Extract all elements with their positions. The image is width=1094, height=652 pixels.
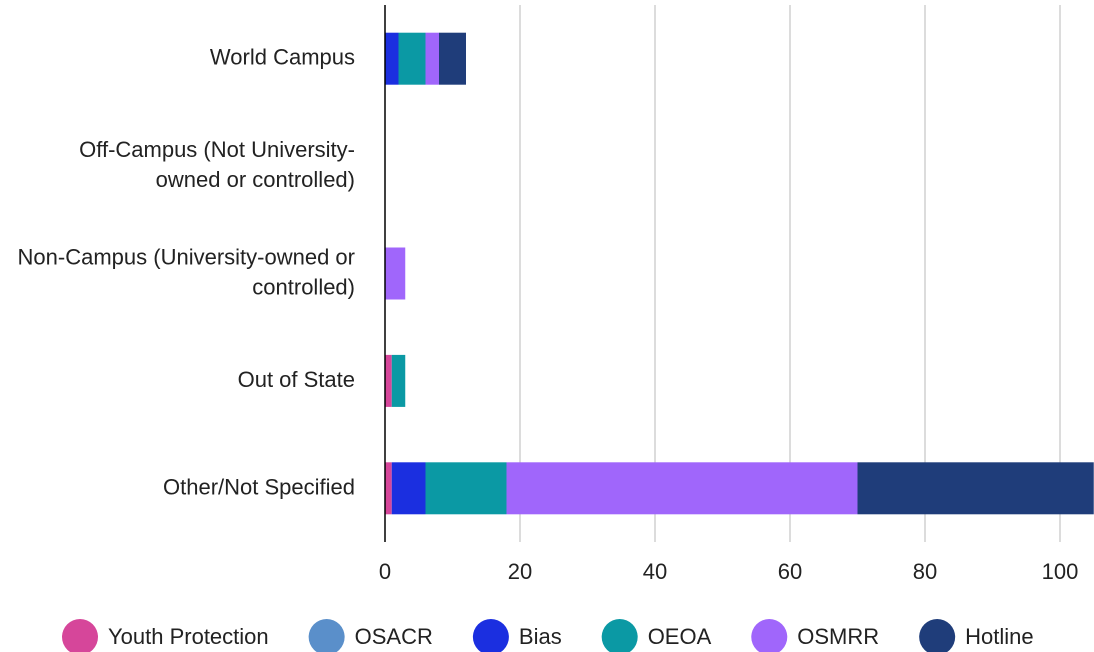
x-tick-label: 100	[1042, 559, 1079, 584]
bar-segment	[425, 462, 507, 515]
legend-swatch	[751, 619, 788, 652]
legend-swatch	[601, 619, 638, 652]
y-tick-label: Non-Campus (University-owned or controlle…	[18, 244, 355, 299]
legend-label: Bias	[519, 624, 562, 649]
bar-segment	[439, 32, 466, 85]
bar-segment	[385, 247, 406, 300]
legend-swatch	[919, 619, 956, 652]
bar-segment	[425, 32, 439, 85]
y-tick-label: World Campus	[210, 45, 355, 70]
legend-label: OSMRR	[797, 624, 879, 649]
x-tick-label: 60	[778, 559, 802, 584]
bar-segment	[391, 354, 406, 407]
bar-segment	[506, 462, 858, 515]
legend-label: OSACR	[355, 624, 433, 649]
bar-segment	[385, 32, 399, 85]
x-tick-label: 40	[643, 559, 667, 584]
legend-swatch	[62, 619, 98, 652]
bar-segment	[385, 462, 392, 515]
bar-segment	[857, 462, 1094, 515]
y-tick-label: Out of State	[238, 367, 355, 392]
legend-swatch	[472, 619, 509, 652]
legend-label: OEOA	[648, 624, 712, 649]
bar-segment	[398, 32, 426, 85]
y-tick-label: Off-Campus (Not University-owned or cont…	[79, 137, 355, 192]
y-tick-label: Other/Not Specified	[163, 474, 355, 499]
legend-label: Hotline	[965, 624, 1033, 649]
x-tick-label: 20	[508, 559, 532, 584]
bar-segment	[391, 462, 426, 515]
legend-label: Youth Protection	[108, 624, 269, 649]
x-tick-label: 80	[913, 559, 937, 584]
legend-swatch	[308, 619, 345, 652]
x-tick-label: 0	[379, 559, 391, 584]
bar-segment	[385, 354, 392, 407]
